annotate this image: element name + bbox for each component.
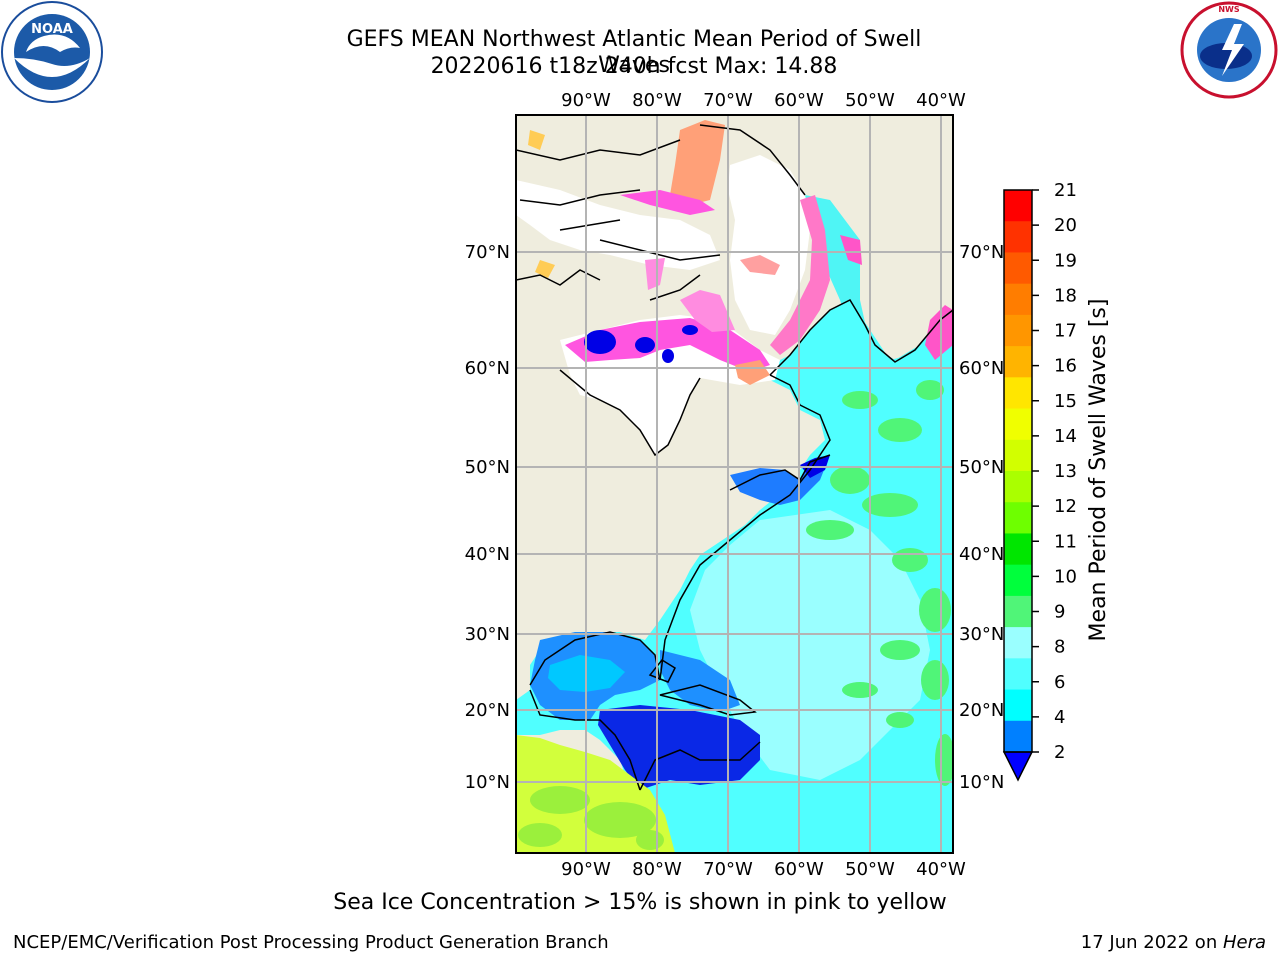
colorbar-swatch bbox=[1004, 533, 1032, 566]
colorbar-swatch bbox=[1004, 595, 1032, 628]
lat-label-right: 20°N bbox=[959, 700, 1004, 721]
colorbar-swatch bbox=[1004, 658, 1032, 691]
lon-label-top: 40°W bbox=[916, 90, 966, 111]
lat-label-left: 40°N bbox=[465, 544, 510, 565]
lat-label-left: 50°N bbox=[465, 457, 510, 478]
colorbar-swatch bbox=[1004, 346, 1032, 378]
colorbar-tick-label: 8 bbox=[1054, 637, 1065, 658]
lon-label-top: 60°W bbox=[774, 90, 824, 111]
sea-ice-overlay bbox=[528, 120, 953, 385]
colorbar-label: Mean Period of Swell Waves [s] bbox=[1086, 299, 1111, 642]
colorbar: 21 20 19 18 17 16 15 14 13 12 11 10 9 8 6 4 2 bbox=[1002, 180, 1077, 782]
caribbean-outer bbox=[660, 650, 740, 712]
lon-label-bottom: 90°W bbox=[561, 859, 611, 880]
lat-label-left: 20°N bbox=[465, 700, 510, 721]
lon-label-bottom: 80°W bbox=[632, 859, 682, 880]
lon-label-bottom: 50°W bbox=[845, 859, 895, 880]
run-date: 17 Jun 2022 on Hera bbox=[1081, 932, 1266, 953]
colorbar-swatch bbox=[1004, 221, 1032, 253]
lat-label-left: 10°N bbox=[465, 772, 510, 793]
colorbar-tick-label: 11 bbox=[1054, 531, 1077, 552]
svg-text:NWS: NWS bbox=[1218, 5, 1240, 14]
lon-label-top: 70°W bbox=[703, 90, 753, 111]
colorbar-swatch bbox=[1004, 252, 1032, 285]
lat-label-left: 70°N bbox=[465, 242, 510, 263]
colorbar-swatch bbox=[1004, 283, 1032, 316]
lat-label-right: 70°N bbox=[959, 242, 1004, 263]
lon-label-bottom: 70°W bbox=[703, 859, 753, 880]
gulf-of-st-lawrence bbox=[730, 455, 830, 505]
colorbar-swatch bbox=[1004, 689, 1032, 722]
colorbar-tick-label: 6 bbox=[1054, 672, 1065, 693]
colorbar-tick-label: 9 bbox=[1054, 602, 1065, 623]
colorbar-swatch bbox=[1004, 720, 1032, 753]
colorbar-tick-label: 4 bbox=[1054, 707, 1065, 728]
colorbar-tick-label: 13 bbox=[1054, 461, 1077, 482]
host-name: Hera bbox=[1222, 932, 1266, 953]
colorbar-tick-label: 20 bbox=[1054, 215, 1077, 236]
colorbar-swatch bbox=[1004, 471, 1032, 503]
colorbar-tick-label: 18 bbox=[1054, 285, 1077, 306]
colorbar-swatch bbox=[1004, 627, 1032, 659]
lat-label-right: 60°N bbox=[959, 358, 1004, 379]
colorbar-tick-label: 16 bbox=[1054, 356, 1077, 377]
colorbar-under-arrow bbox=[1002, 751, 1034, 782]
lon-label-bottom: 60°W bbox=[774, 859, 824, 880]
lat-labels-right: 70°N 60°N 50°N 40°N 30°N 20°N 10°N bbox=[959, 242, 1004, 793]
lon-label-top: 90°W bbox=[561, 90, 611, 111]
colorbar-tick-label: 15 bbox=[1054, 391, 1077, 412]
map-subtitle: 20220616 t18z 240h fcst Max: 14.88 bbox=[430, 54, 838, 79]
colorbar-swatch bbox=[1004, 502, 1032, 534]
colorbar-swatch bbox=[1004, 439, 1032, 472]
colorbar-swatch bbox=[1004, 314, 1032, 347]
lat-label-right: 50°N bbox=[959, 457, 1004, 478]
map-frame-content bbox=[516, 115, 953, 853]
colorbar-tick-label: 19 bbox=[1054, 250, 1077, 271]
colorbar-tick-label: 12 bbox=[1054, 496, 1077, 517]
colorbar-swatch bbox=[1004, 408, 1032, 441]
lat-label-left: 30°N bbox=[465, 624, 510, 645]
caribbean-sea bbox=[598, 705, 760, 790]
svg-text:NOAA: NOAA bbox=[31, 22, 73, 37]
lat-label-left: 60°N bbox=[465, 358, 510, 379]
map-title: GEFS MEAN Northwest Atlantic Mean Period… bbox=[346, 27, 922, 78]
lat-labels-left: 70°N 60°N 50°N 40°N 30°N 20°N 10°N bbox=[465, 242, 510, 793]
run-date-text: 17 Jun 2022 on bbox=[1080, 932, 1223, 953]
south-america-green bbox=[518, 786, 664, 850]
noaa-logo: NOAA bbox=[0, 0, 104, 104]
colorbar-swatch bbox=[1004, 377, 1032, 410]
lon-label-top: 50°W bbox=[845, 90, 895, 111]
lon-labels-bottom: 90°W 80°W 70°W 60°W 50°W 40°W bbox=[561, 859, 966, 880]
lat-label-right: 40°N bbox=[959, 544, 1004, 565]
sea-ice-note: Sea Ice Concentration > 15% is shown in … bbox=[333, 890, 947, 915]
colorbar-tick-label: 14 bbox=[1054, 426, 1077, 447]
lon-label-top: 80°W bbox=[632, 90, 682, 111]
baffin-ice bbox=[728, 155, 810, 335]
producer-credit: NCEP/EMC/Verification Post Processing Pr… bbox=[13, 932, 609, 953]
colorbar-swatch bbox=[1004, 190, 1032, 222]
lat-label-right: 30°N bbox=[959, 624, 1004, 645]
colorbar-tick-label: 2 bbox=[1054, 742, 1065, 763]
lon-label-bottom: 40°W bbox=[916, 859, 966, 880]
colorbar-swatch bbox=[1004, 564, 1032, 597]
graticule bbox=[516, 115, 953, 853]
colorbar-tick-label: 21 bbox=[1054, 180, 1077, 201]
lon-labels-top: 90°W 80°W 70°W 60°W 50°W 40°W bbox=[561, 90, 966, 111]
lat-label-right: 10°N bbox=[959, 772, 1004, 793]
colorbar-tick-label: 17 bbox=[1054, 321, 1077, 342]
colorbar-tick-label: 10 bbox=[1054, 566, 1077, 587]
map-frame bbox=[515, 114, 954, 854]
nws-logo: NWS bbox=[1178, 0, 1280, 100]
